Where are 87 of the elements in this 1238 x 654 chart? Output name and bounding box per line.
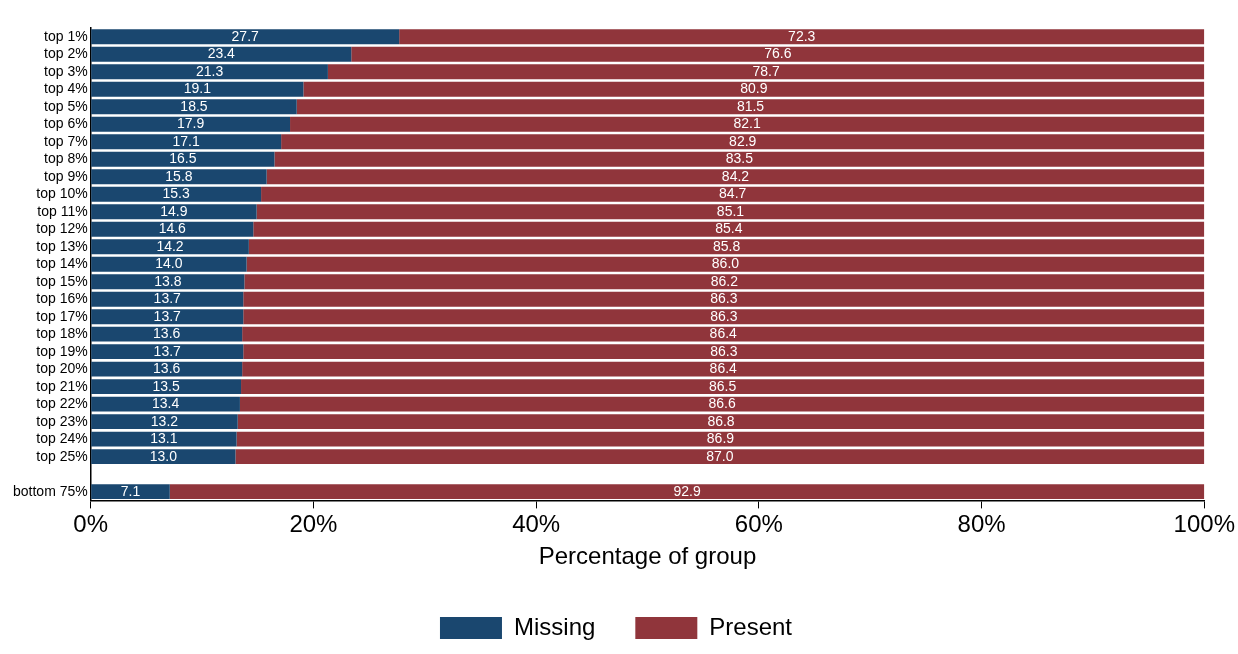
data-label: 17.1 bbox=[172, 132, 201, 149]
y-tick-label: top 24% bbox=[36, 430, 88, 447]
data-label: 85.1 bbox=[716, 202, 745, 219]
y-tick-label: top 16% bbox=[36, 290, 88, 307]
data-label: 86.4 bbox=[709, 325, 738, 342]
data-label: 82.9 bbox=[729, 132, 757, 149]
data-label: 14.9 bbox=[160, 202, 188, 219]
data-label: 87.0 bbox=[706, 447, 734, 464]
data-label: 86.0 bbox=[711, 255, 740, 272]
data-label: 84.2 bbox=[721, 167, 750, 184]
data-label: 86.3 bbox=[710, 307, 738, 324]
y-tick-label: top 13% bbox=[36, 237, 88, 254]
y-tick-label: top 8% bbox=[44, 150, 88, 167]
data-label: 86.3 bbox=[710, 342, 738, 359]
data-label: 86.9 bbox=[706, 430, 735, 447]
data-label: 15.8 bbox=[165, 167, 193, 184]
legend-label: Present bbox=[709, 612, 793, 640]
data-label: 17.9 bbox=[177, 115, 205, 132]
x-axis-title: Percentage of group bbox=[538, 542, 757, 570]
data-label: 13.7 bbox=[153, 290, 182, 307]
x-tick-label: 80% bbox=[957, 510, 1006, 538]
data-label: 85.8 bbox=[712, 237, 741, 254]
data-label: 78.7 bbox=[752, 62, 780, 79]
data-label: 85.4 bbox=[715, 220, 743, 237]
y-tick-label: top 10% bbox=[36, 185, 88, 202]
data-label: 13.7 bbox=[153, 307, 182, 324]
data-label: 86.4 bbox=[709, 360, 738, 377]
y-tick-label: top 25% bbox=[36, 447, 88, 464]
x-tick-label: 0% bbox=[73, 510, 109, 538]
data-label: 83.5 bbox=[725, 150, 754, 167]
y-tick-label: top 7% bbox=[44, 132, 88, 149]
data-label: 76.6 bbox=[764, 45, 792, 62]
data-label: 15.3 bbox=[162, 185, 190, 202]
data-label: 13.6 bbox=[153, 325, 181, 342]
x-tick-label: 20% bbox=[289, 510, 338, 538]
y-tick-label: top 18% bbox=[36, 325, 88, 342]
data-label: 84.7 bbox=[719, 185, 747, 202]
y-tick-label: bottom 75% bbox=[12, 482, 88, 499]
data-label: 13.7 bbox=[153, 342, 182, 359]
data-label: 13.1 bbox=[150, 430, 178, 447]
data-label: 14.2 bbox=[156, 237, 184, 254]
y-tick-label: top 9% bbox=[44, 167, 88, 184]
y-tick-label: top 5% bbox=[44, 97, 88, 114]
legend-label: Missing bbox=[513, 612, 596, 640]
y-tick-label: top 2% bbox=[44, 45, 88, 62]
data-label: 92.9 bbox=[673, 482, 701, 499]
data-label: 80.9 bbox=[740, 80, 768, 97]
data-label: 19.1 bbox=[183, 80, 212, 97]
y-tick-label: top 6% bbox=[44, 115, 88, 132]
data-label: 86.5 bbox=[709, 377, 737, 394]
data-label: 18.5 bbox=[180, 97, 208, 114]
data-label: 13.8 bbox=[154, 272, 182, 289]
y-tick-label: top 4% bbox=[44, 80, 88, 97]
y-tick-label: top 14% bbox=[36, 255, 88, 272]
data-label: 16.5 bbox=[169, 150, 197, 167]
y-tick-label: top 15% bbox=[36, 272, 88, 289]
y-tick-label: top 19% bbox=[36, 342, 88, 359]
y-tick-label: top 1% bbox=[44, 27, 88, 44]
y-tick-label: top 3% bbox=[44, 62, 88, 79]
data-label: 82.1 bbox=[733, 115, 762, 132]
data-label: 27.7 bbox=[231, 27, 260, 44]
y-tick-label: top 20% bbox=[36, 360, 88, 377]
data-label: 86.2 bbox=[710, 272, 739, 289]
data-label: 13.6 bbox=[153, 360, 181, 377]
data-label: 23.4 bbox=[207, 45, 236, 62]
data-label: 72.3 bbox=[788, 27, 816, 44]
data-label: 14.6 bbox=[158, 220, 187, 237]
y-tick-label: top 23% bbox=[36, 412, 88, 429]
y-tick-label: top 21% bbox=[36, 377, 88, 394]
y-tick-label: top 22% bbox=[36, 395, 88, 412]
data-label: 86.8 bbox=[707, 412, 735, 429]
y-tick-label: top 17% bbox=[36, 307, 88, 324]
x-tick-label: 40% bbox=[512, 510, 561, 538]
data-label: 81.5 bbox=[736, 97, 765, 114]
x-tick-label: 60% bbox=[734, 510, 783, 538]
y-tick-label: top 11% bbox=[37, 202, 88, 219]
data-label: 86.6 bbox=[708, 395, 736, 412]
data-label: 13.0 bbox=[149, 447, 178, 464]
y-tick-label: top 12% bbox=[36, 220, 88, 237]
data-label: 86.3 bbox=[710, 290, 738, 307]
data-label: 7.1 bbox=[120, 482, 141, 499]
data-label: 13.4 bbox=[151, 395, 180, 412]
data-label: 21.3 bbox=[195, 62, 224, 79]
data-label: 14.0 bbox=[155, 255, 183, 272]
x-tick-label: 100% bbox=[1173, 510, 1235, 538]
data-label: 13.5 bbox=[152, 377, 180, 394]
data-label: 13.2 bbox=[150, 412, 179, 429]
